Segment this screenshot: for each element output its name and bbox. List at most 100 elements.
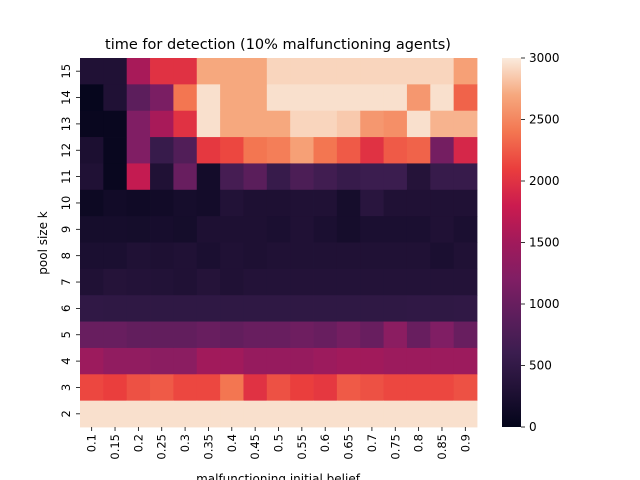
heatmap-cell (453, 163, 478, 191)
heatmap-cell (266, 347, 291, 375)
heatmap-cell (150, 189, 174, 217)
heatmap-cell (360, 84, 384, 112)
heatmap-cell (360, 374, 384, 402)
heatmap-cell (406, 268, 431, 296)
heatmap-cell (103, 295, 128, 322)
x-tick-label: 0.45 (248, 434, 262, 460)
x-tick-label: 0.9 (458, 434, 472, 452)
heatmap-cell (220, 58, 244, 85)
y-tick-label: 4 (59, 357, 73, 364)
x-tick-label: 0.3 (178, 434, 192, 452)
heatmap-cell (196, 163, 221, 191)
heatmap-cell (103, 163, 128, 191)
y-tick-label: 11 (59, 169, 73, 184)
heatmap-cell (406, 347, 431, 375)
heatmap-cell (103, 374, 128, 402)
x-tick-label: 0.25 (155, 434, 169, 460)
colorbar-tick-label: 500 (529, 359, 552, 373)
heatmap-cell (360, 189, 384, 217)
heatmap-cell (313, 58, 338, 85)
heatmap-cell (336, 137, 361, 164)
heatmap-cell (196, 347, 221, 375)
heatmap-cell (430, 321, 455, 349)
heatmap-cell (220, 84, 244, 112)
x-tick-label: 0.7 (365, 434, 379, 452)
heatmap-cell (453, 84, 478, 112)
heatmap-cell (453, 189, 478, 217)
heatmap-cell (243, 242, 268, 270)
heatmap-cell (220, 374, 244, 402)
heatmap-cell (103, 110, 128, 138)
heatmap-cell (80, 295, 104, 322)
heatmap-cell (220, 137, 244, 164)
heatmap-cell (453, 110, 478, 138)
heatmap-cell (196, 189, 221, 217)
heatmap-cell (220, 347, 244, 375)
heatmap-cell (196, 321, 221, 349)
heatmap-cell (103, 268, 128, 296)
colorbar-tick-label: 0 (529, 420, 537, 434)
heatmap-cell (406, 242, 431, 270)
heatmap-cell (383, 347, 408, 375)
heatmap-cell (430, 374, 455, 402)
heatmap-cell (243, 216, 268, 243)
heatmap-cell (80, 374, 104, 402)
heatmap-cell (173, 110, 198, 138)
heatmap-cell (196, 84, 221, 112)
heatmap-cell (196, 58, 221, 85)
heatmap-cell (150, 268, 174, 296)
heatmap-cell (266, 84, 291, 112)
y-tick-label: 10 (59, 196, 73, 211)
heatmap-cell (406, 163, 431, 191)
heatmap-cell (80, 242, 104, 270)
heatmap-cell (336, 347, 361, 375)
heatmap-cell (243, 84, 268, 112)
heatmap-cell (103, 400, 128, 428)
heatmap-cell (406, 189, 431, 217)
heatmap-cell (383, 110, 408, 138)
heatmap-cell (103, 189, 128, 217)
heatmap-cell (360, 110, 384, 138)
x-tick-label: 0.5 (272, 434, 286, 452)
heatmap-cell (290, 374, 314, 402)
heatmap-cell (173, 137, 198, 164)
heatmap-cell (173, 242, 198, 270)
heatmap-cell (313, 295, 338, 322)
heatmap-cell (126, 163, 151, 191)
heatmap-cell (290, 347, 314, 375)
colorbar-tick-label: 2000 (529, 174, 560, 188)
heatmap-cells (80, 58, 478, 428)
heatmap-cell (313, 321, 338, 349)
heatmap-cell (266, 242, 291, 270)
heatmap-cell (126, 189, 151, 217)
heatmap-cell (430, 216, 455, 243)
heatmap-cell (103, 84, 128, 112)
heatmap-cell (220, 163, 244, 191)
heatmap-cell (290, 110, 314, 138)
heatmap-cell (220, 216, 244, 243)
x-tick-label: 0.65 (342, 434, 356, 460)
y-tick-label: 15 (59, 64, 73, 79)
heatmap-cell (290, 400, 314, 428)
heatmap-cell (313, 137, 338, 164)
heatmap-cell (383, 189, 408, 217)
heatmap-cell (150, 58, 174, 85)
y-axis: 15 14 13 12 11 10 9 8 7 6 5 4 3 2 (59, 64, 80, 417)
heatmap-cell (336, 268, 361, 296)
heatmap-cell (150, 110, 174, 138)
heatmap-cell (150, 347, 174, 375)
heatmap-cell (383, 242, 408, 270)
heatmap-cell (383, 84, 408, 112)
heatmap-cell (173, 374, 198, 402)
heatmap-cell (313, 110, 338, 138)
heatmap-cell (150, 295, 174, 322)
x-tick-label: 0.15 (108, 434, 122, 460)
y-tick-label: 5 (59, 331, 73, 338)
heatmap-cell (80, 84, 104, 112)
heatmap-cell (220, 295, 244, 322)
heatmap-cell (80, 110, 104, 138)
heatmap-cell (80, 268, 104, 296)
colorbar-gradient (502, 58, 521, 427)
x-tick-label: 0.75 (388, 434, 402, 460)
heatmap-cell (290, 216, 314, 243)
